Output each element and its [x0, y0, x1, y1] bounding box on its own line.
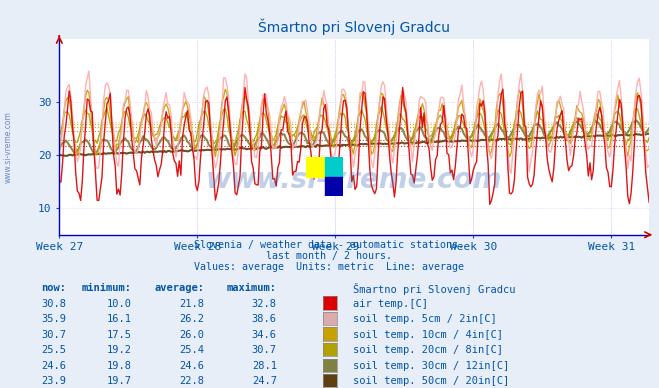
Text: soil temp. 50cm / 20in[C]: soil temp. 50cm / 20in[C]: [353, 376, 509, 386]
Text: 24.6: 24.6: [41, 361, 66, 371]
Bar: [325, 157, 343, 177]
Text: 21.8: 21.8: [179, 299, 204, 309]
Bar: [325, 177, 343, 196]
Text: 25.4: 25.4: [179, 345, 204, 355]
Text: 28.1: 28.1: [252, 361, 277, 371]
Text: 30.7: 30.7: [41, 330, 66, 340]
Text: 24.7: 24.7: [252, 376, 277, 386]
Text: Values: average  Units: metric  Line: average: Values: average Units: metric Line: aver…: [194, 262, 465, 272]
Text: Šmartno pri Slovenj Gradcu: Šmartno pri Slovenj Gradcu: [353, 283, 515, 295]
Text: soil temp. 20cm / 8in[C]: soil temp. 20cm / 8in[C]: [353, 345, 503, 355]
Text: 25.5: 25.5: [41, 345, 66, 355]
Text: 23.9: 23.9: [41, 376, 66, 386]
Text: soil temp. 30cm / 12in[C]: soil temp. 30cm / 12in[C]: [353, 361, 509, 371]
Text: 30.7: 30.7: [252, 345, 277, 355]
Text: 24.6: 24.6: [179, 361, 204, 371]
Text: 22.8: 22.8: [179, 376, 204, 386]
Text: www.si-vreme.com: www.si-vreme.com: [206, 166, 502, 194]
Text: 35.9: 35.9: [41, 314, 66, 324]
Text: minimum:: minimum:: [82, 283, 132, 293]
Text: 19.8: 19.8: [107, 361, 132, 371]
Text: 10.0: 10.0: [107, 299, 132, 309]
Text: 17.5: 17.5: [107, 330, 132, 340]
Text: 26.0: 26.0: [179, 330, 204, 340]
Text: now:: now:: [41, 283, 66, 293]
Text: 38.6: 38.6: [252, 314, 277, 324]
Text: 16.1: 16.1: [107, 314, 132, 324]
Bar: [306, 157, 325, 177]
Text: 34.6: 34.6: [252, 330, 277, 340]
Text: 32.8: 32.8: [252, 299, 277, 309]
Text: 19.2: 19.2: [107, 345, 132, 355]
Title: Šmartno pri Slovenj Gradcu: Šmartno pri Slovenj Gradcu: [258, 18, 450, 35]
Text: average:: average:: [154, 283, 204, 293]
Text: soil temp. 10cm / 4in[C]: soil temp. 10cm / 4in[C]: [353, 330, 503, 340]
Text: Slovenia / weather data - automatic stations.: Slovenia / weather data - automatic stat…: [194, 240, 465, 250]
Text: 19.7: 19.7: [107, 376, 132, 386]
Text: soil temp. 5cm / 2in[C]: soil temp. 5cm / 2in[C]: [353, 314, 496, 324]
Text: air temp.[C]: air temp.[C]: [353, 299, 428, 309]
Text: 30.8: 30.8: [41, 299, 66, 309]
Text: 26.2: 26.2: [179, 314, 204, 324]
Text: last month / 2 hours.: last month / 2 hours.: [266, 251, 393, 261]
Text: maximum:: maximum:: [227, 283, 277, 293]
Text: www.si-vreme.com: www.si-vreme.com: [3, 111, 13, 184]
